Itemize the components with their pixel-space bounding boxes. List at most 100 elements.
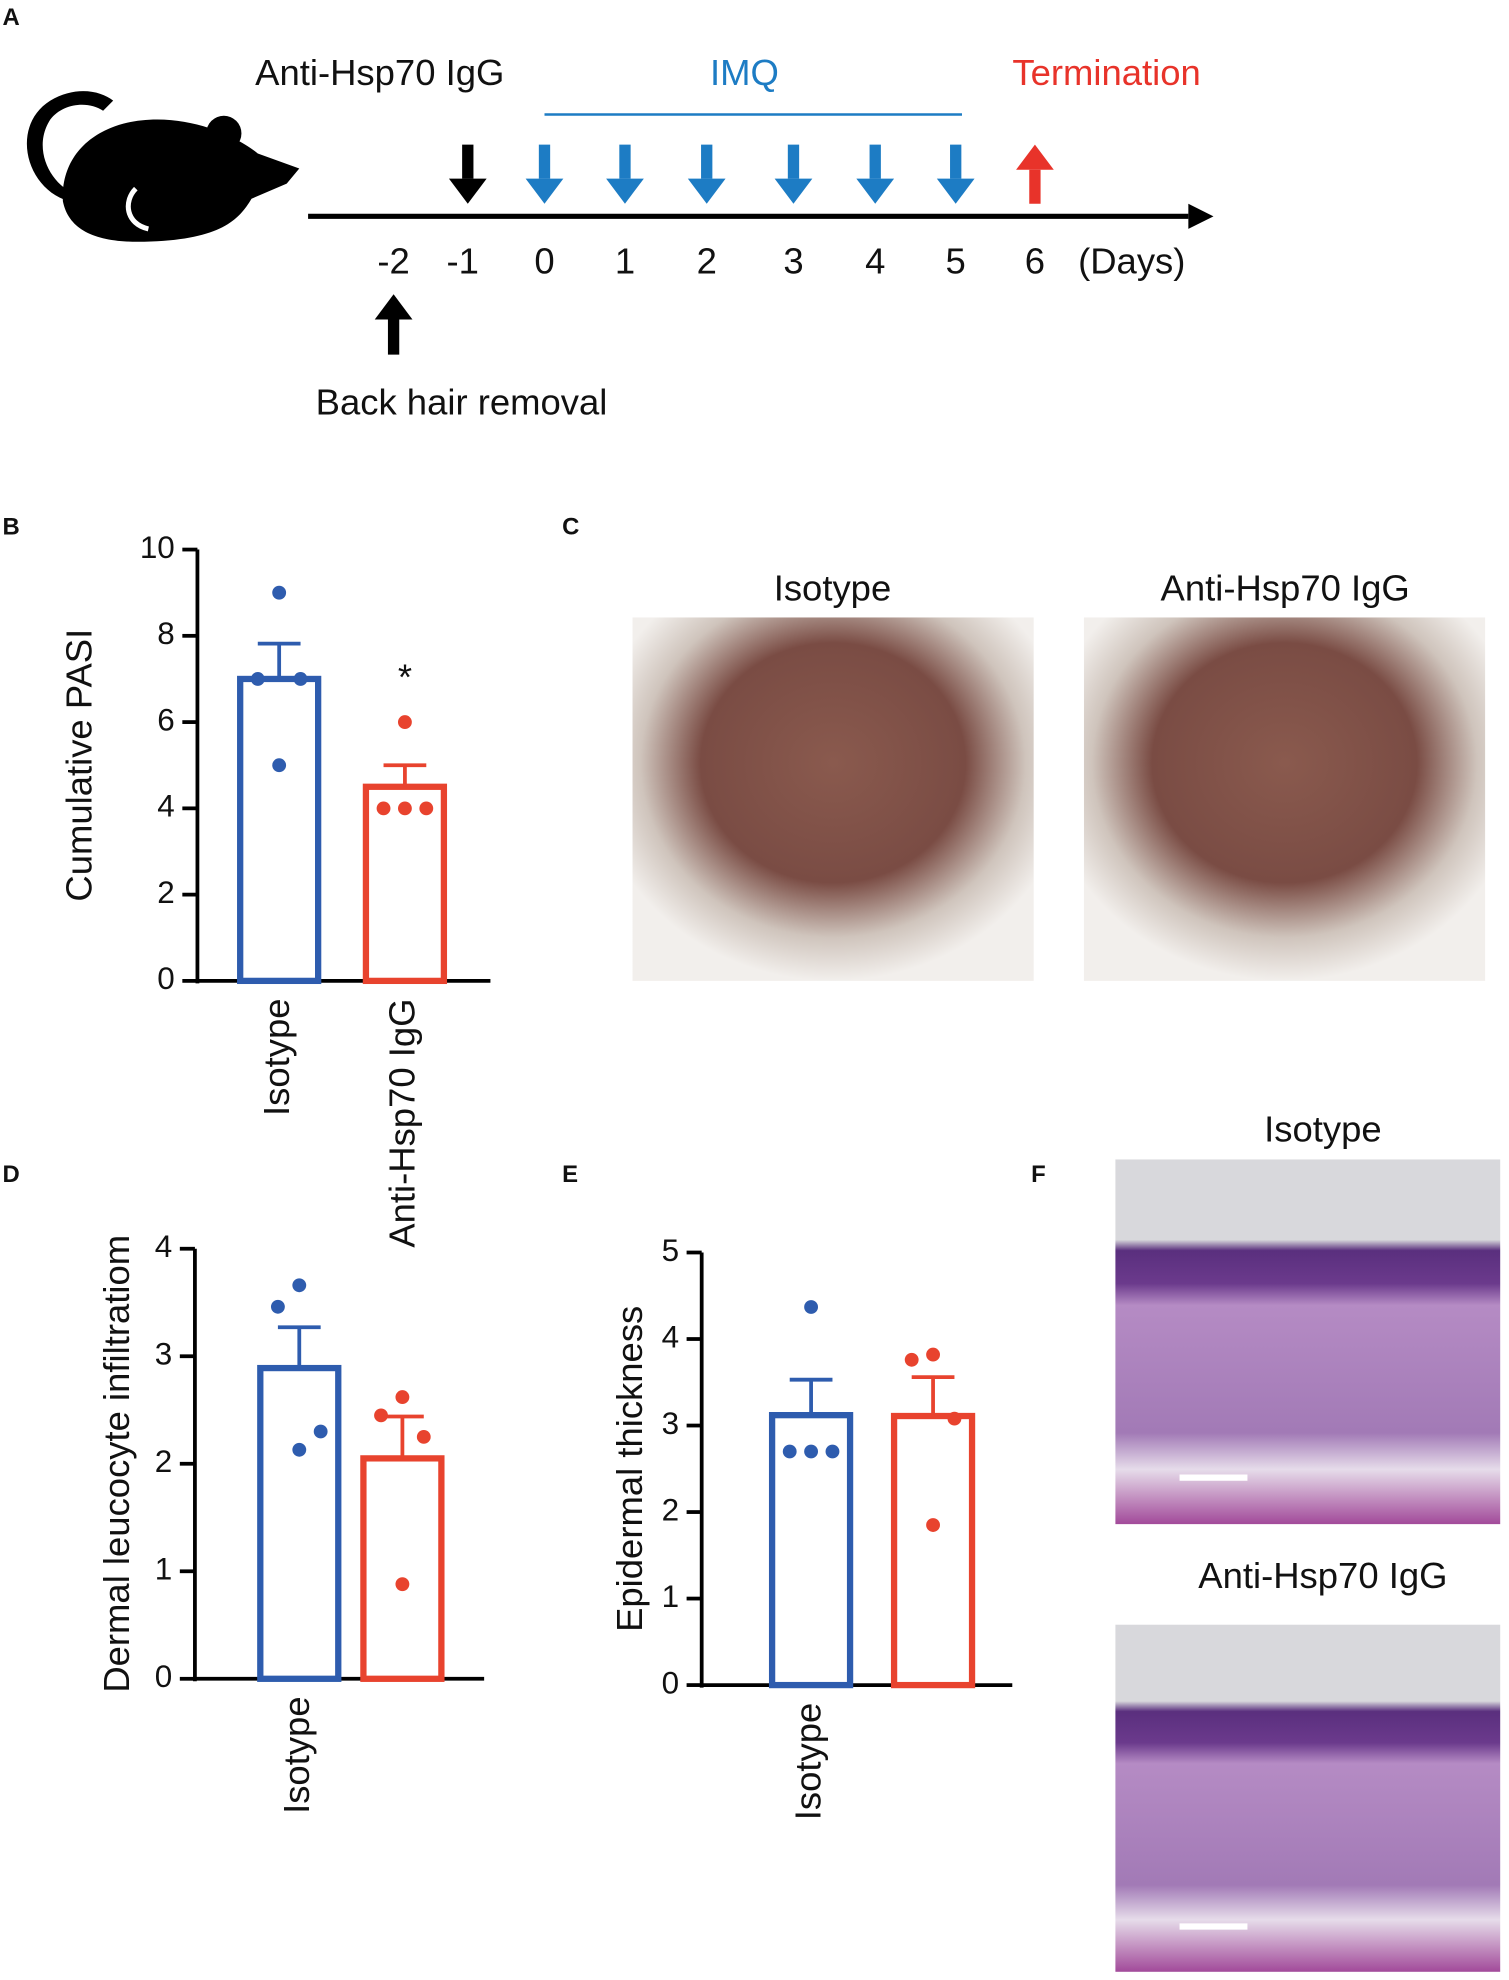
bar xyxy=(890,1412,976,1689)
bar xyxy=(362,783,448,985)
data-point xyxy=(374,1408,388,1423)
y-tick-label: 8 xyxy=(157,616,174,651)
y-tick-label: 4 xyxy=(157,789,174,824)
treatment-label: Anti-Hsp70 IgG xyxy=(255,52,504,93)
significance: * xyxy=(398,656,412,697)
panel-letter: F xyxy=(1031,1161,1046,1188)
x-tick-label: Isotype xyxy=(276,1696,317,1814)
imq-label: IMQ xyxy=(710,52,779,93)
day-label: 0 xyxy=(534,241,554,282)
photo-isotype xyxy=(632,617,1034,981)
data-point xyxy=(804,1300,819,1314)
hair-removal-label: Back hair removal xyxy=(316,382,608,423)
data-point xyxy=(395,1577,410,1592)
data-point xyxy=(270,1299,285,1314)
y-tick-label: 2 xyxy=(662,1492,679,1527)
panel-letter: C xyxy=(562,513,579,540)
data-point xyxy=(292,1442,307,1457)
error-bar xyxy=(257,641,301,679)
arrow-head xyxy=(606,178,644,204)
data-point xyxy=(825,1444,840,1459)
day-label: 2 xyxy=(697,241,717,282)
y-tick-label: 2 xyxy=(157,875,174,910)
y-tick-label: 1 xyxy=(662,1579,679,1614)
data-point xyxy=(926,1347,940,1362)
y-axis-label: Cumulative PASI xyxy=(58,629,99,902)
y-tick-label: 6 xyxy=(157,702,174,737)
day-label: 4 xyxy=(865,241,885,282)
arrow-head xyxy=(525,178,564,204)
mouse-icon xyxy=(26,91,300,242)
day-label: 6 xyxy=(1025,241,1045,282)
day-label: 3 xyxy=(783,241,803,282)
histology-anti-hsp70 xyxy=(1115,1624,1501,1972)
arrow-head xyxy=(774,178,813,204)
data-point xyxy=(272,758,287,773)
error-bar xyxy=(789,1377,833,1416)
data-point xyxy=(419,801,434,816)
data-point xyxy=(397,801,412,816)
day-label: 1 xyxy=(615,241,635,282)
photo-anti-hsp70 xyxy=(1083,617,1486,981)
y-tick-label: 1 xyxy=(155,1552,172,1587)
histology-label: Anti-Hsp70 IgG xyxy=(1198,1555,1447,1596)
data-point xyxy=(272,585,287,600)
data-point xyxy=(292,1278,307,1293)
data-point xyxy=(376,801,391,816)
x-tick-label: Isotype xyxy=(788,1703,829,1821)
y-axis-label: Epidermal thickness xyxy=(609,1306,650,1632)
y-tick-label: 0 xyxy=(157,961,174,996)
data-point xyxy=(782,1444,797,1459)
arrow-head xyxy=(856,178,895,204)
data-point xyxy=(397,715,412,730)
error-bar xyxy=(381,1414,424,1459)
bar xyxy=(257,1364,342,1682)
data-point xyxy=(904,1352,919,1367)
arrow-head xyxy=(936,178,975,204)
y-axis-label: Dermal leucocyte infiltratiom xyxy=(96,1235,137,1693)
bar xyxy=(237,675,322,985)
y-tick-label: 3 xyxy=(155,1337,172,1372)
data-point xyxy=(416,1429,431,1444)
x-tick-label: Anti-Hsp70 IgG xyxy=(382,998,423,1247)
panel-letter: D xyxy=(3,1161,20,1188)
y-tick-label: 4 xyxy=(155,1229,172,1264)
day-label: -2 xyxy=(377,241,409,282)
arrow-head xyxy=(374,294,413,320)
y-tick-label: 0 xyxy=(155,1659,172,1694)
timeline-arrowhead xyxy=(1188,203,1214,229)
data-point xyxy=(395,1390,410,1405)
days-unit: (Days) xyxy=(1078,241,1185,282)
x-tick-label: Isotype xyxy=(256,998,297,1116)
y-tick-label: 3 xyxy=(662,1406,679,1441)
error-bar xyxy=(383,763,427,787)
arrow-head xyxy=(1016,144,1054,170)
y-tick-label: 2 xyxy=(155,1444,172,1479)
data-point xyxy=(313,1424,328,1439)
y-tick-label: 4 xyxy=(662,1319,679,1354)
arrow-head xyxy=(687,178,726,204)
panel-letter: E xyxy=(562,1161,578,1188)
termination-label: Termination xyxy=(1012,52,1200,93)
arrow-head xyxy=(448,178,487,204)
bar xyxy=(360,1455,445,1682)
day-label: 5 xyxy=(946,241,966,282)
histology-label: Isotype xyxy=(1264,1108,1382,1149)
panel-letter: A xyxy=(3,4,20,31)
y-tick-label: 0 xyxy=(662,1665,679,1700)
error-bar xyxy=(277,1325,321,1369)
data-point xyxy=(293,672,308,686)
panel-letter: B xyxy=(3,513,20,540)
data-point xyxy=(250,672,265,686)
photo-label: Anti-Hsp70 IgG xyxy=(1161,568,1410,609)
day-label: -1 xyxy=(447,241,479,282)
y-tick-label: 10 xyxy=(140,530,175,565)
mouse-leg xyxy=(125,186,150,232)
y-tick-label: 5 xyxy=(662,1233,679,1268)
data-point xyxy=(947,1411,962,1426)
data-point xyxy=(926,1518,940,1532)
data-point xyxy=(804,1444,819,1459)
histology-isotype xyxy=(1115,1159,1501,1525)
